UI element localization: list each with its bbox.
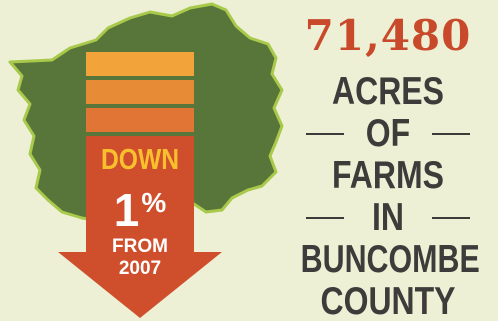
divider-rule bbox=[306, 133, 344, 135]
headline-in: IN bbox=[372, 196, 404, 239]
headline-of: OF bbox=[365, 112, 411, 155]
percent-symbol: % bbox=[141, 187, 167, 218]
headline-county: COUNTY bbox=[320, 280, 456, 321]
headline-acres: ACRES bbox=[332, 70, 444, 113]
headline-farms: FARMS bbox=[332, 154, 444, 197]
acres-number: 71,480 bbox=[304, 11, 472, 60]
from-label: FROM bbox=[112, 236, 168, 257]
headline-buncombe: BUNCOMBE bbox=[300, 238, 480, 281]
down-label: DOWN bbox=[100, 144, 180, 176]
arrow-stripe-top bbox=[86, 52, 194, 76]
divider-rule bbox=[432, 133, 470, 135]
percent-value: 1 bbox=[113, 184, 140, 236]
divider-rule bbox=[432, 217, 470, 219]
year-label: 2007 bbox=[118, 258, 162, 279]
arrow-stripe-middle bbox=[86, 80, 194, 104]
percent-change: 1% bbox=[86, 178, 194, 247]
divider-rule bbox=[306, 217, 344, 219]
arrow-stripe-bottom bbox=[86, 108, 194, 132]
down-arrow-icon bbox=[58, 136, 222, 318]
